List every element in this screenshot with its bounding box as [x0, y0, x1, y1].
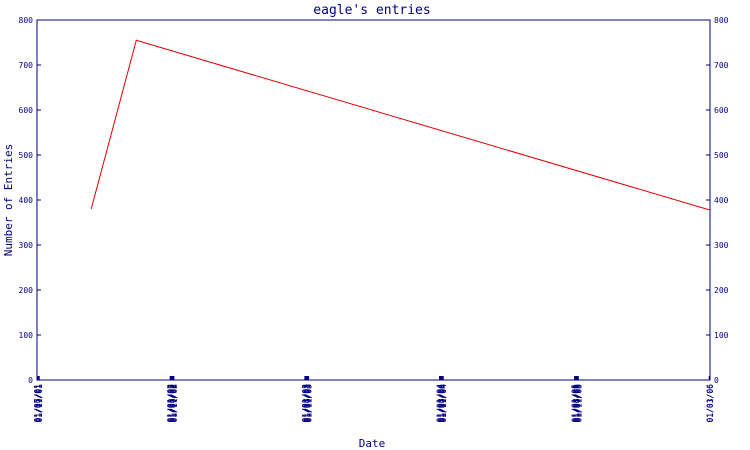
x-tick-label: 01/05/05: [572, 384, 581, 423]
y-tick-label-left: 500: [19, 151, 34, 160]
y-tick-label-right: 400: [714, 196, 729, 205]
x-tick-label: 01/03/02: [167, 384, 176, 423]
x-axis-label: Date: [359, 437, 386, 450]
x-tick-label: 01/09/04: [438, 384, 447, 423]
x-tick-label: 01/07/02: [168, 384, 177, 423]
x-tick-label: 01/07/03: [303, 384, 312, 423]
series-line: [90, 39, 710, 211]
x-tick-label: 01/01/06: [705, 384, 714, 423]
x-tick-label: 01/03/03: [302, 384, 311, 423]
x-tick-label: 01/03/04: [436, 384, 445, 423]
y-tick-label-right: 500: [714, 151, 729, 160]
x-tick-label: 01/01/03: [301, 384, 310, 423]
x-tick-label: 01/11/04: [439, 384, 448, 423]
y-tick-label-left: 300: [19, 241, 34, 250]
x-tick-label: 01/01/05: [571, 384, 580, 423]
y-tick-label-left: 100: [19, 331, 34, 340]
chart-title: eagle's entries: [313, 3, 430, 18]
y-tick-label-right: 300: [714, 241, 729, 250]
x-tick-label: 01/09/03: [304, 384, 313, 423]
x-tick-label: 01/01/02: [166, 384, 175, 423]
x-tick-label: 01/09/01: [34, 384, 43, 423]
y-tick-label-right: 600: [714, 106, 729, 115]
y-tick-label-right: 200: [714, 286, 729, 295]
y-axis-label: Number of Entries: [2, 144, 15, 257]
x-tick-label: 01/05/02: [168, 384, 177, 423]
x-tick-label: 01/09/05: [574, 384, 583, 423]
y-tick-label-right: 0: [714, 376, 719, 385]
x-tick-label: 01/11/01: [35, 384, 44, 423]
x-tick-label: 01/03/05: [571, 384, 580, 423]
y-tick-label-left: 800: [19, 16, 34, 25]
x-tick-label: 01/07/04: [438, 384, 447, 423]
y-tick-label-right: 100: [714, 331, 729, 340]
y-tick-label-left: 400: [19, 196, 34, 205]
x-tick-label: 01/01/04: [436, 384, 445, 423]
x-tick-label: 01/11/05: [574, 384, 583, 423]
x-tick-label: 01/05/01: [33, 384, 42, 423]
y-tick-label-right: 700: [714, 61, 729, 70]
x-tick-label: 01/07/01: [34, 384, 43, 423]
y-tick-label-left: 700: [19, 61, 34, 70]
x-tick-label: 01/11/02: [170, 384, 179, 423]
x-tick-label: 01/05/04: [437, 384, 446, 423]
y-tick-label-left: 200: [19, 286, 34, 295]
y-tick-label-right: 800: [714, 16, 729, 25]
x-tick-label: 01/11/03: [305, 384, 314, 423]
y-tick-label-left: 0: [28, 376, 33, 385]
x-tick-label: 01/09/02: [169, 384, 178, 423]
y-tick-label-left: 600: [19, 106, 34, 115]
x-tick-label: 01/07/05: [573, 384, 582, 423]
x-tick-label: 01/03/06: [706, 384, 715, 423]
plot-frame: [36, 19, 711, 381]
x-tick-label: 01/05/03: [302, 384, 311, 423]
